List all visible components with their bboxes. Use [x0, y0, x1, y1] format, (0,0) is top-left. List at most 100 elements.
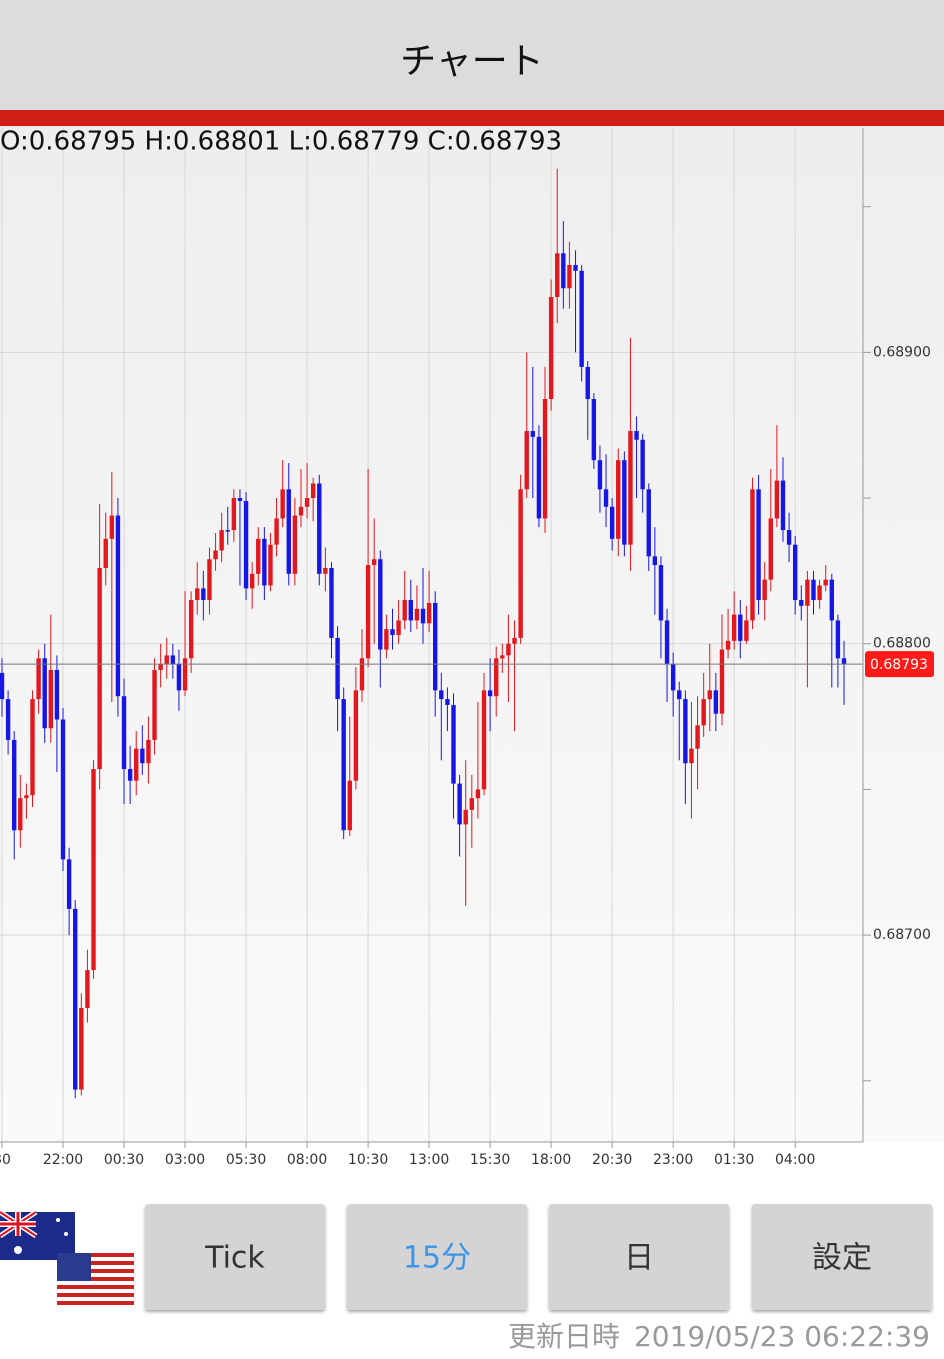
candle-body	[341, 699, 346, 831]
candle-body	[402, 600, 407, 621]
candle-body	[658, 565, 664, 621]
tab-button[interactable]: Tick	[145, 1204, 325, 1310]
candle-body	[298, 506, 304, 516]
candle-body	[390, 629, 395, 635]
candle-body	[219, 530, 224, 551]
candle-body	[73, 908, 78, 1090]
candle-body	[97, 567, 102, 770]
candle-body	[195, 588, 200, 601]
candle-body	[463, 809, 468, 825]
button-face[interactable]	[347, 1204, 527, 1310]
update-label: 更新日時	[508, 1320, 620, 1353]
candle-body	[317, 483, 322, 574]
candle-body	[231, 498, 237, 531]
candle-body	[561, 253, 566, 289]
candle-body	[249, 573, 255, 589]
candle-body	[677, 690, 682, 700]
button-face[interactable]	[549, 1204, 729, 1310]
candle-body	[469, 798, 475, 810]
candle-body	[616, 460, 621, 539]
candle-body	[256, 538, 261, 574]
candle-body	[500, 655, 505, 659]
candle-body	[829, 579, 834, 621]
candle-body	[353, 690, 359, 781]
candle-body	[512, 637, 517, 644]
candle-body	[725, 640, 731, 650]
candle-body	[268, 544, 273, 586]
candle-body	[48, 669, 54, 729]
candle-body	[457, 783, 462, 825]
button-label[interactable]: Tick	[204, 1241, 265, 1276]
candle-body	[79, 1007, 84, 1090]
candle-body	[127, 769, 133, 781]
candle-body	[170, 655, 176, 665]
candle-body	[371, 559, 377, 566]
candle-body	[548, 297, 554, 399]
candle-body	[347, 780, 352, 831]
candle-body	[695, 725, 700, 749]
app-title: チャート	[400, 41, 544, 82]
x-tick-label: 00:30	[104, 1152, 144, 1168]
candle-body	[310, 483, 316, 499]
candle-body	[121, 696, 127, 770]
candle-body	[115, 515, 121, 697]
candle-body	[433, 602, 438, 691]
candle-body	[408, 600, 413, 621]
candle-body	[475, 789, 481, 799]
candle-body	[451, 704, 456, 784]
x-tick-label: 05:30	[226, 1152, 266, 1168]
ohlc-readout: O:0.68795 H:0.68801 L:0.68779 C:0.68793	[0, 127, 562, 157]
button-label[interactable]: 15分	[403, 1241, 471, 1276]
candle-body	[286, 489, 291, 574]
update-timestamp: 2019/05/23 06:22:39	[634, 1320, 930, 1353]
candle-body	[323, 567, 328, 574]
candle-body	[18, 798, 23, 831]
candle-body	[817, 585, 822, 601]
candle-body	[176, 664, 182, 691]
y-tick-label: 0.68800	[873, 636, 931, 652]
candle-body	[805, 579, 810, 606]
candle-body	[603, 489, 609, 507]
candle-body	[835, 620, 841, 659]
candle-body	[140, 748, 145, 764]
accent-bar	[0, 110, 944, 126]
button-face[interactable]	[752, 1204, 932, 1310]
y-tick-label: 0.68700	[873, 927, 931, 943]
candle-body	[481, 690, 487, 790]
candle-body	[207, 559, 212, 601]
candle-body	[152, 669, 157, 740]
candle-body	[384, 629, 389, 650]
candle-body	[12, 739, 17, 831]
candle-body	[530, 431, 536, 437]
tab-button[interactable]: 日	[549, 1204, 729, 1310]
tab-button[interactable]: 15分	[347, 1204, 527, 1310]
candle-body	[762, 579, 767, 601]
button-face[interactable]	[145, 1204, 325, 1310]
candle-body	[274, 518, 279, 545]
candle-body	[799, 600, 804, 606]
candle-body	[42, 658, 47, 729]
candle-body	[109, 515, 115, 539]
x-tick-label: 15:30	[470, 1152, 510, 1168]
x-tick-label: 23:00	[653, 1152, 693, 1168]
candle-body	[329, 567, 334, 638]
tab-button[interactable]: 設定	[752, 1204, 932, 1310]
candle-body	[182, 658, 188, 691]
candle-body	[640, 439, 645, 490]
candle-body	[786, 530, 792, 545]
last-price-tag	[865, 651, 934, 678]
candle-body	[201, 588, 206, 601]
candle-body	[731, 614, 737, 641]
button-label[interactable]: 設定	[812, 1241, 872, 1276]
candle-body	[304, 498, 310, 507]
candle-body	[670, 664, 676, 691]
candle-body	[573, 264, 578, 271]
candle-body	[555, 253, 560, 297]
button-label[interactable]: 日	[624, 1241, 654, 1276]
candle-body	[713, 690, 719, 714]
candle-body	[841, 658, 847, 665]
x-tick-label: 30	[0, 1152, 11, 1168]
candle-body	[597, 460, 603, 490]
candle-body	[60, 719, 66, 860]
